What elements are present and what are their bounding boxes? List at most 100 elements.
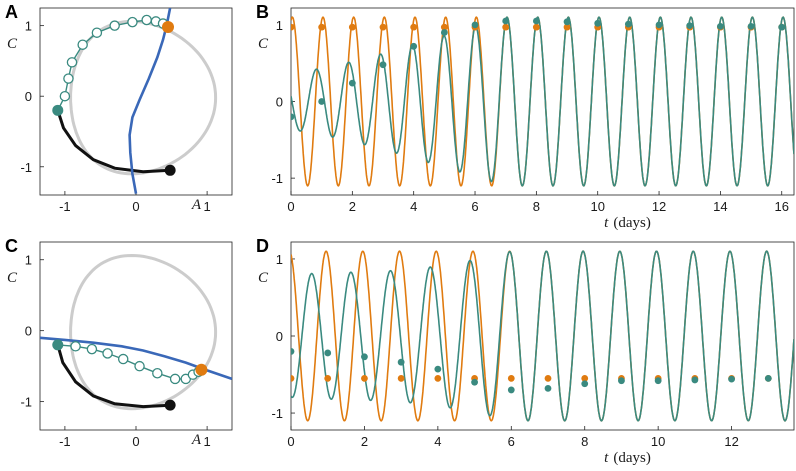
y-tick-label: 0 [276,329,283,344]
panel-label: B [256,2,269,22]
stimulated-point-marker [91,27,103,38]
teal-daily-marker [379,61,387,69]
start-point-marker [52,339,64,351]
orange-point-marker [195,363,208,376]
y-tick-label: -1 [271,171,283,186]
y-axis-label: C [7,270,18,286]
panel-label: D [256,236,269,256]
stimulated-point-marker [70,341,81,352]
teal-daily-marker [397,358,405,366]
orange-daily-marker [379,23,387,31]
x-tick-label: 2 [349,199,356,214]
teal-daily-marker [318,98,326,105]
x-tick-label: 8 [581,434,588,449]
orange-daily-marker [502,23,510,31]
orange-daily-marker [434,374,442,382]
x-tick-label: 16 [774,199,788,214]
y-tick-label: 1 [25,19,32,34]
black-end-point-marker [164,399,176,411]
x-axis-var: t [604,450,609,466]
stimulated-point-marker [169,373,181,385]
x-tick-label: 1 [203,199,210,214]
x-tick-label: 4 [410,199,417,214]
stimulated-point-marker [127,16,138,28]
stimulated-point-marker [86,343,98,355]
orange-daily-marker [507,374,515,382]
teal-daily-marker [581,380,589,388]
teal-daily-marker [544,384,552,392]
unperturbed-path [56,344,171,409]
y-tick-label: -1 [271,406,283,421]
y-tick-label: -1 [20,160,32,175]
stimulated-point-marker [63,73,74,84]
teal-daily-marker [778,23,786,31]
orange-daily-marker [361,374,368,382]
y-tick-label: 0 [25,324,32,339]
teal-daily-marker [563,18,571,26]
panel-label: C [5,236,18,256]
black-end-point-marker [164,164,176,176]
stimulated-point-marker [102,348,113,359]
teal-daily-marker [348,79,356,87]
x-tick-label: 12 [652,199,666,214]
teal-daily-marker [440,29,448,36]
teal-daily-marker [532,17,540,25]
x-tick-label: 14 [713,199,727,214]
orange-daily-marker [532,23,540,31]
y-tick-label: 0 [276,95,283,110]
x-axis-unit: (days) [613,450,651,466]
teal-daily-marker [410,42,418,50]
teal-daily-marker [624,20,632,28]
stimulated-point-marker [59,90,71,102]
x-tick-label: -1 [59,434,71,449]
teal-daily-marker [764,374,772,382]
x-tick-label: 4 [434,434,441,449]
orange-daily-marker [440,23,448,31]
stimulated-point-marker [134,360,145,372]
stimulated-point-marker [77,39,88,50]
orange-daily-marker [544,374,552,382]
teal-series-line [291,16,794,187]
x-tick-label: 6 [471,199,478,214]
teal-daily-marker [471,378,478,386]
orange-daily-marker [581,374,589,382]
orange-daily-marker [563,23,571,31]
y-axis-label: C [258,270,269,286]
start-point-marker [52,104,64,116]
x-axis-label: A [191,197,202,213]
teal-daily-marker [434,365,442,373]
stimulated-point-marker [117,353,129,365]
x-tick-label: 1 [203,434,210,449]
teal-daily-marker [691,376,699,384]
x-axis-label: t (days) [604,215,651,231]
y-tick-label: 0 [25,89,32,104]
teal-daily-marker [716,22,724,30]
x-tick-label: 0 [132,199,139,214]
x-tick-label: 2 [361,434,368,449]
teal-daily-marker [507,386,515,394]
plot-frame [39,241,233,431]
teal-daily-marker [686,22,694,30]
x-axis-unit: (days) [613,215,651,231]
teal-daily-marker [747,22,755,30]
x-tick-label: 10 [651,434,665,449]
teal-daily-marker [618,377,625,385]
x-tick-label: -1 [59,199,71,214]
x-tick-label: 6 [508,434,515,449]
teal-series-line [291,250,794,422]
x-tick-label: 10 [590,199,604,214]
x-tick-label: 12 [724,434,738,449]
orange-daily-marker [324,374,332,382]
orange-daily-marker [291,374,295,382]
y-tick-label: 1 [25,253,32,268]
orange-daily-marker [348,23,356,31]
plot-frame [39,7,233,196]
teal-daily-marker [728,375,735,383]
teal-daily-marker [291,348,295,355]
y-tick-label: -1 [20,395,32,410]
